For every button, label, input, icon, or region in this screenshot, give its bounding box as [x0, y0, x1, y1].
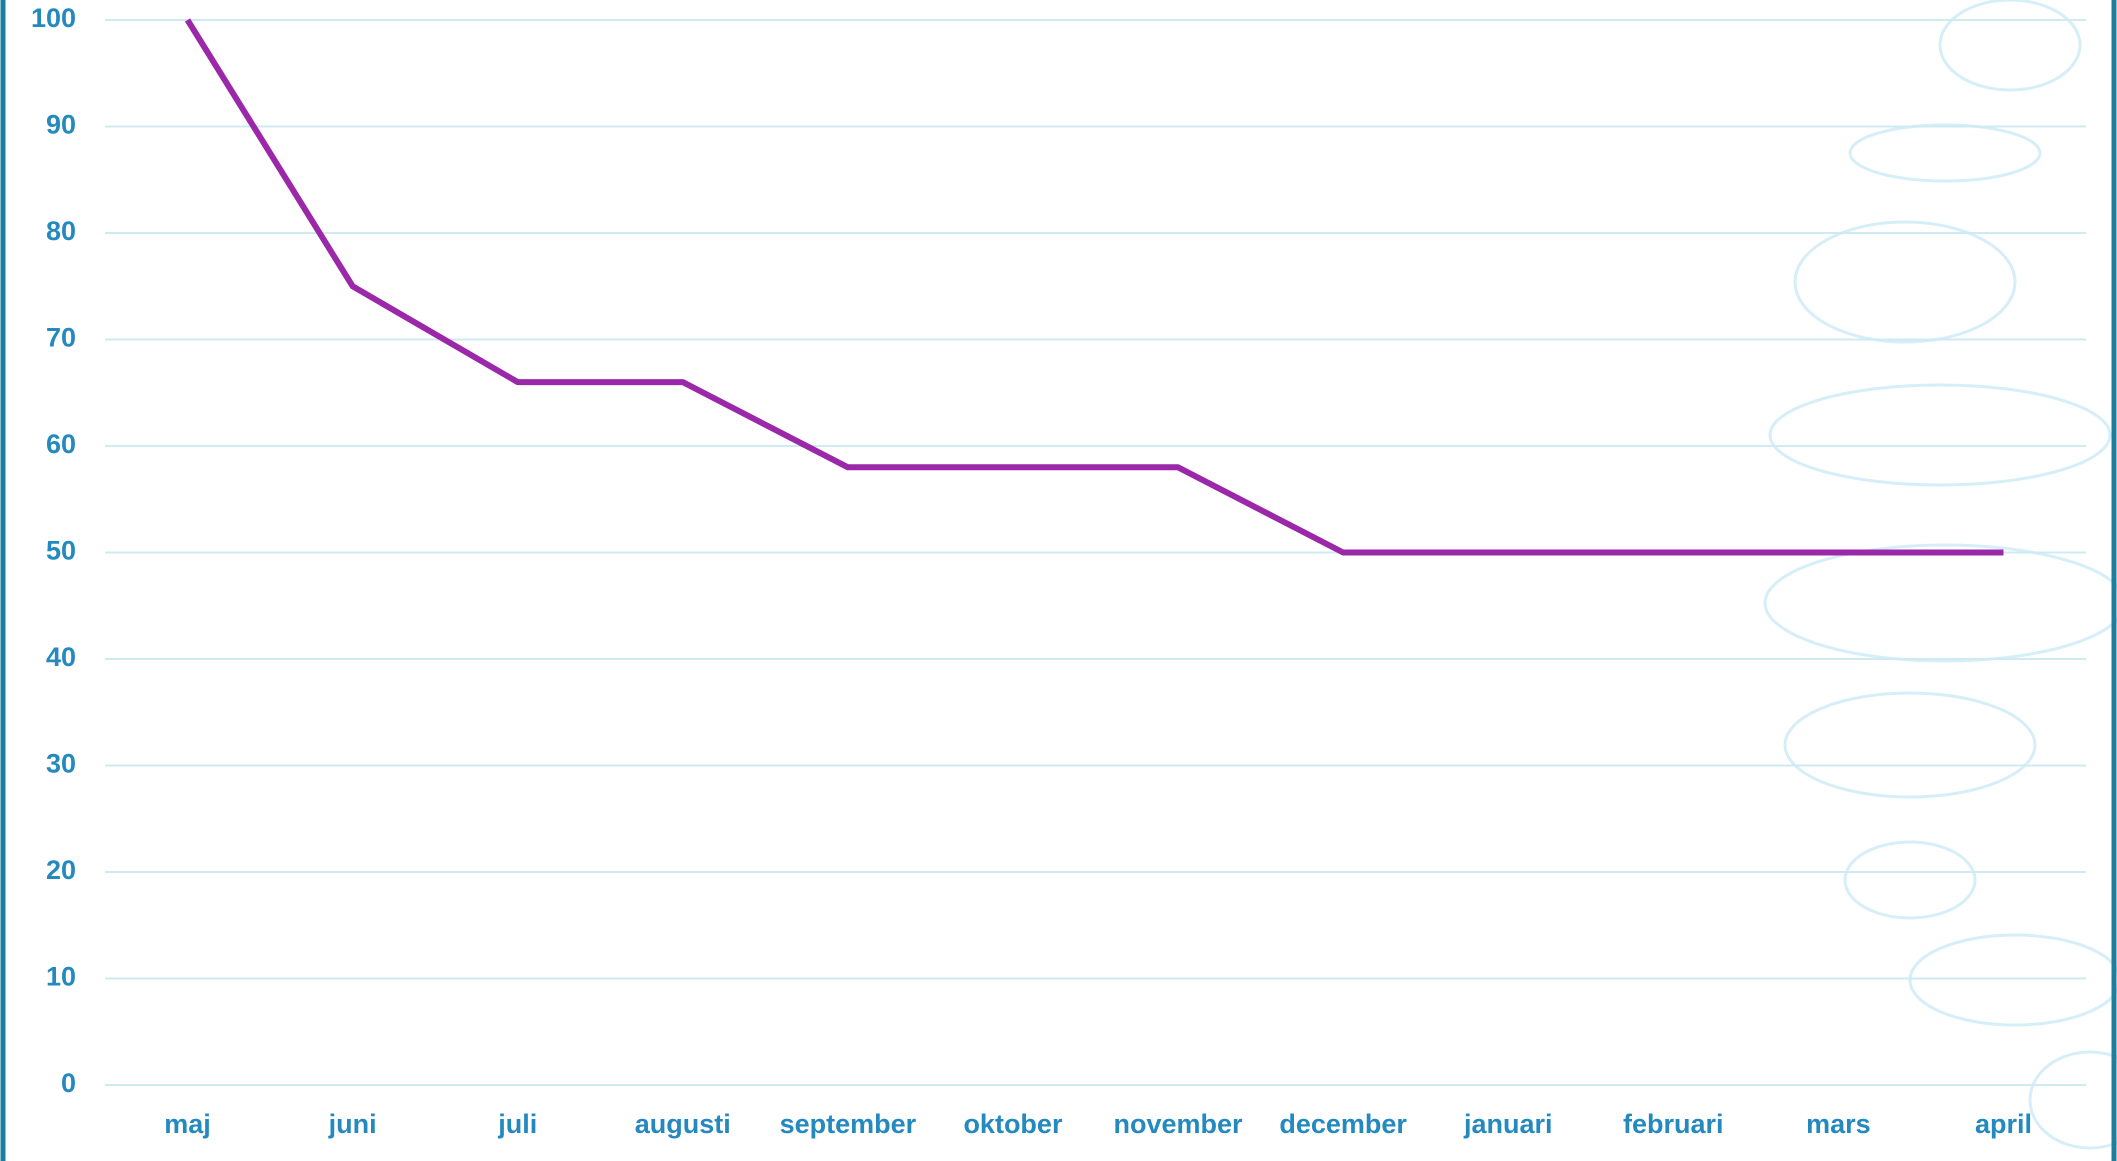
x-tick-label: januari: [1463, 1109, 1553, 1139]
background-decoration: [1765, 0, 2117, 1148]
y-tick-label: 10: [46, 962, 76, 992]
x-tick-label: februari: [1623, 1109, 1724, 1139]
x-tick-label: september: [780, 1109, 917, 1139]
x-tick-label: maj: [164, 1109, 211, 1139]
x-tick-label: juni: [328, 1109, 377, 1139]
x-tick-label: oktober: [963, 1109, 1063, 1139]
y-tick-label: 100: [31, 3, 76, 33]
y-tick-label: 0: [61, 1068, 76, 1098]
x-tick-label: mars: [1806, 1109, 1871, 1139]
data-line: [188, 20, 2004, 553]
y-tick-label: 90: [46, 110, 76, 140]
y-tick-label: 50: [46, 536, 76, 566]
y-tick-label: 30: [46, 749, 76, 779]
chart: 0 10 20 30 40 50 60 70 80 90 100 maj juni juli augusti…: [0, 0, 2117, 1161]
y-tick-label: 40: [46, 642, 76, 672]
y-tick-label: 60: [46, 429, 76, 459]
x-tick-label: december: [1279, 1109, 1407, 1139]
x-tick-label: november: [1114, 1109, 1244, 1139]
y-tick-label: 70: [46, 323, 76, 353]
y-tick-label: 20: [46, 855, 76, 885]
y-tick-label: 80: [46, 216, 76, 246]
x-tick-label: juli: [497, 1109, 537, 1139]
x-tick-label: augusti: [635, 1109, 731, 1139]
x-tick-label: april: [1975, 1109, 2032, 1139]
